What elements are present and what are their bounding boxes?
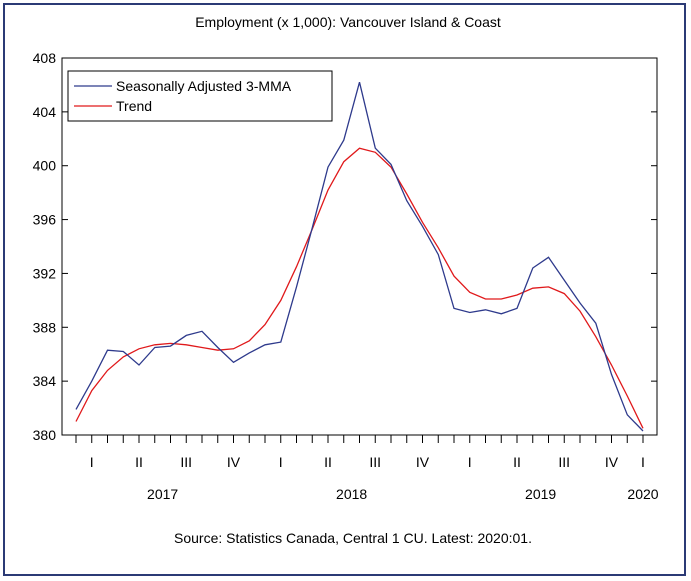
series-line-seasonally-adjusted xyxy=(75,82,644,432)
x-quarter-label: II xyxy=(513,454,521,470)
x-year-label: 2018 xyxy=(336,486,367,502)
y-tick-label: 384 xyxy=(33,373,57,389)
y-axis: 380 384 388 392 396 400 404 408 xyxy=(33,50,657,443)
x-quarter-label: I xyxy=(90,454,94,470)
y-tick-label: 380 xyxy=(33,427,57,443)
x-quarter-label: III xyxy=(369,454,381,470)
y-tick-label: 408 xyxy=(33,50,57,66)
series-line-trend xyxy=(75,147,644,429)
x-year-label: 2019 xyxy=(525,486,556,502)
x-quarter-label: IV xyxy=(227,454,241,470)
legend: Seasonally Adjusted 3-MMA Trend xyxy=(67,70,333,122)
legend-box xyxy=(67,70,333,122)
source-note: Source: Statistics Canada, Central 1 CU.… xyxy=(174,530,532,546)
y-tick-label: 388 xyxy=(33,319,57,335)
x-quarter-label: II xyxy=(135,454,143,470)
y-tick-label: 400 xyxy=(33,158,57,174)
legend-label-trend: Trend xyxy=(116,98,152,114)
x-quarter-label: IV xyxy=(605,454,619,470)
x-quarter-label: II xyxy=(324,454,332,470)
y-tick-label: 392 xyxy=(33,265,57,281)
x-quarter-label: I xyxy=(468,454,472,470)
y-tick-label: 396 xyxy=(33,212,57,228)
chart-title: Employment (x 1,000): Vancouver Island &… xyxy=(195,14,501,30)
series-layer xyxy=(75,82,644,432)
x-quarter-label: I xyxy=(641,454,645,470)
x-year-label: 2017 xyxy=(147,486,178,502)
y-tick-label: 404 xyxy=(33,104,57,120)
x-quarter-label: III xyxy=(558,454,570,470)
legend-label-seasonally-adjusted: Seasonally Adjusted 3-MMA xyxy=(116,78,292,94)
x-quarter-label: III xyxy=(180,454,192,470)
x-quarter-label: IV xyxy=(416,454,430,470)
x-year-label: 2020 xyxy=(627,486,658,502)
x-quarter-label: I xyxy=(279,454,283,470)
